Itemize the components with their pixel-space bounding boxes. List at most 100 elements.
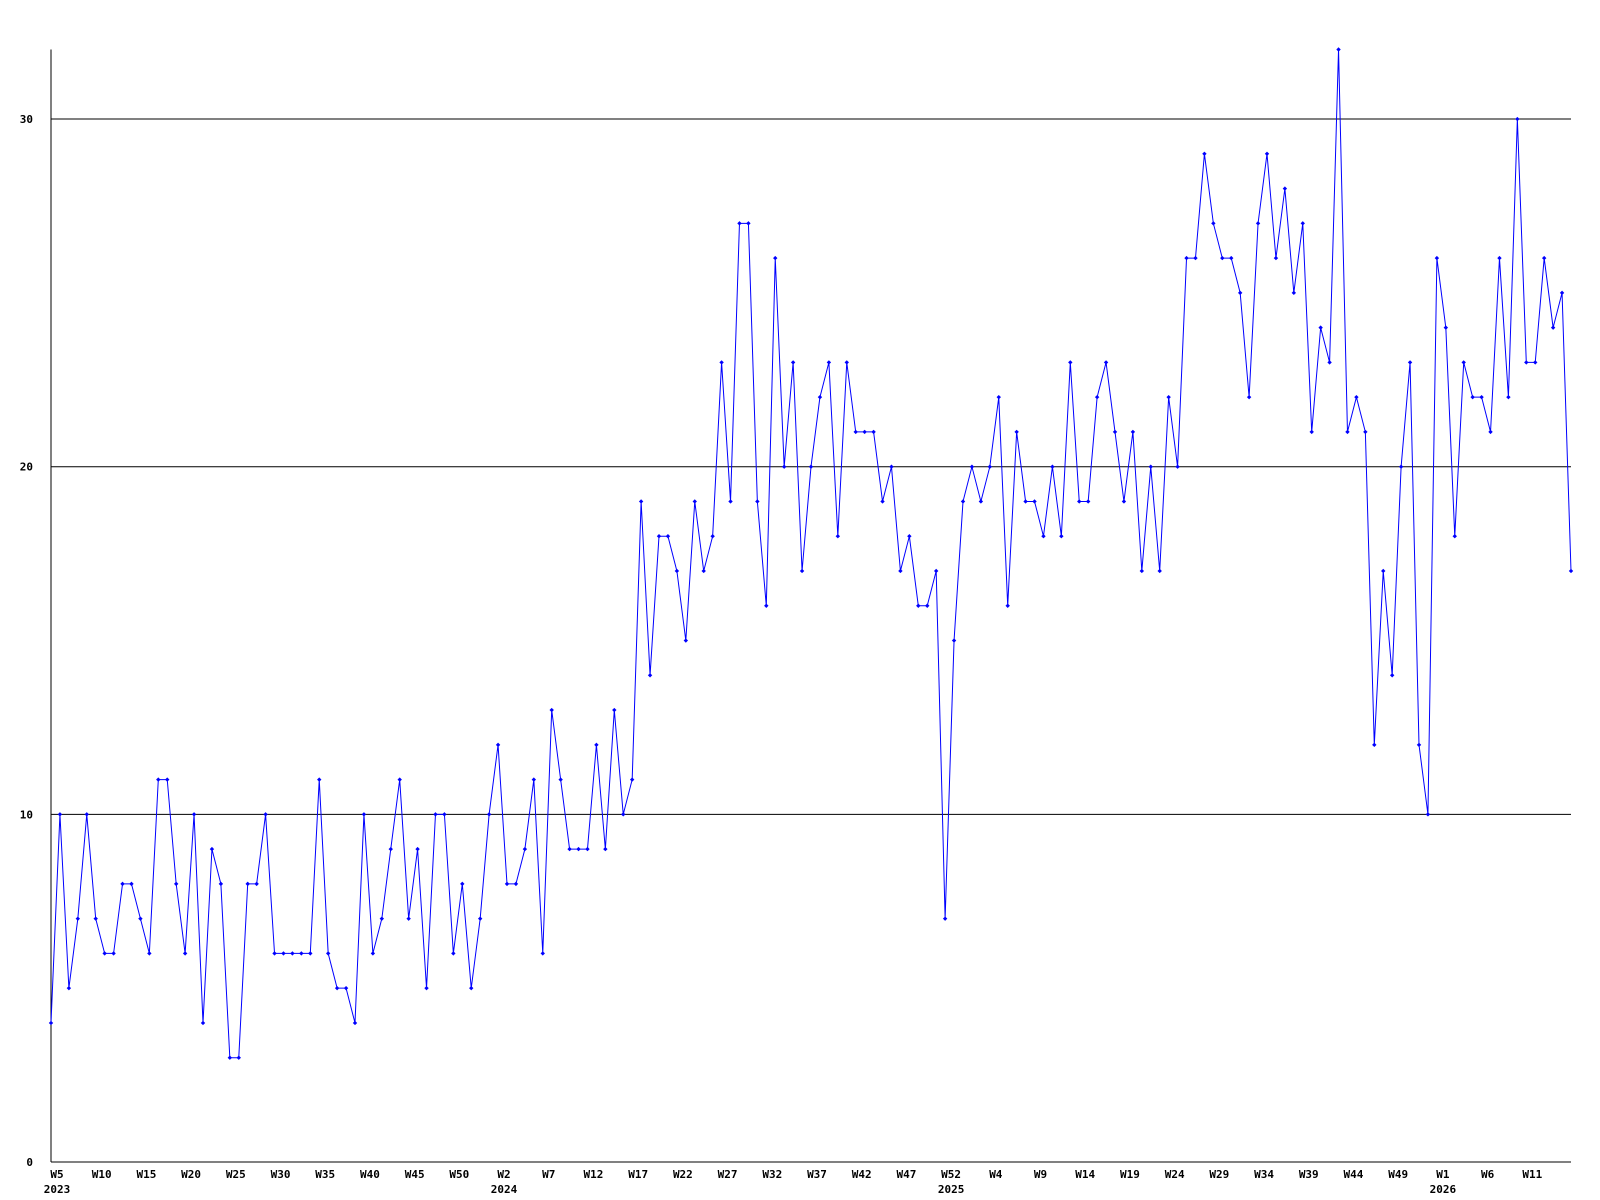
data-point (379, 916, 385, 921)
y-tick-label: 0 (26, 1156, 33, 1169)
data-point (889, 464, 894, 469)
data-point (147, 951, 152, 956)
data-point (790, 360, 796, 365)
data-point (1416, 742, 1422, 748)
data-point (263, 812, 268, 817)
data-point (1309, 429, 1314, 435)
data-point (773, 255, 778, 261)
data-point (799, 568, 805, 574)
x-tick-label: W5 (50, 1168, 63, 1181)
x-tick-label: W47 (896, 1168, 916, 1181)
x-tick-label: W42 (852, 1168, 872, 1181)
data-point (1541, 255, 1547, 261)
data-point (397, 777, 402, 782)
data-point (156, 777, 161, 782)
data-point (504, 881, 510, 887)
data-point (1434, 255, 1440, 261)
x-tick-label: W20 (181, 1168, 201, 1181)
data-point (781, 464, 787, 469)
data-point (1139, 568, 1145, 574)
data-point (1264, 151, 1270, 156)
data-point (710, 534, 715, 539)
data-point (1497, 255, 1502, 261)
data-point (1425, 812, 1431, 817)
x-tick-label: W1 (1436, 1168, 1450, 1181)
data-point (683, 638, 689, 643)
data-point (1398, 464, 1404, 469)
data-point (254, 881, 259, 887)
data-point (1354, 394, 1359, 400)
x-year-label: 2024 (491, 1183, 518, 1196)
data-point (308, 951, 313, 956)
data-point (460, 881, 465, 887)
data-point (1041, 534, 1046, 539)
data-point (1112, 429, 1118, 435)
data-point (996, 394, 1001, 400)
data-point (916, 603, 921, 608)
data-point (638, 499, 644, 504)
data-point (746, 221, 751, 226)
data-point (522, 846, 528, 852)
x-tick-label: W10 (92, 1168, 112, 1181)
data-point (433, 812, 438, 817)
data-point (334, 985, 340, 991)
data-point (218, 881, 224, 887)
data-point (1014, 429, 1019, 435)
data-point (486, 812, 492, 817)
data-point (603, 846, 608, 852)
x-tick-label: W34 (1254, 1168, 1274, 1181)
data-point (755, 499, 760, 504)
data-point (969, 464, 975, 469)
data-point (1085, 499, 1091, 504)
data-point (1157, 568, 1162, 574)
data-point (1470, 394, 1475, 400)
data-point (120, 881, 125, 887)
data-point (1336, 47, 1341, 52)
data-point (1175, 464, 1180, 469)
x-tick-label: W24 (1165, 1168, 1185, 1181)
data-point (1372, 742, 1377, 748)
data-line (50, 49, 1572, 1059)
data-point (1524, 360, 1529, 365)
data-point (737, 221, 742, 226)
data-point (1559, 290, 1565, 296)
data-point (173, 881, 179, 887)
data-point (853, 429, 858, 435)
data-point (1533, 360, 1538, 365)
data-point (1255, 221, 1261, 226)
data-point (477, 916, 483, 921)
x-tick-label: W44 (1344, 1168, 1364, 1181)
data-point (1005, 603, 1010, 608)
data-point (325, 951, 331, 956)
x-tick-label: W50 (449, 1168, 469, 1181)
x-tick-label: W27 (718, 1168, 738, 1181)
data-point (352, 1020, 358, 1026)
data-point (281, 951, 286, 956)
data-point (540, 951, 545, 956)
x-tick-label: W25 (226, 1168, 246, 1181)
data-point (674, 568, 680, 574)
data-point (424, 985, 429, 991)
data-point (629, 777, 635, 782)
data-point (907, 534, 912, 539)
x-tick-label: W14 (1075, 1168, 1095, 1181)
data-point (1246, 394, 1252, 400)
data-point (862, 429, 867, 435)
data-point (656, 534, 662, 539)
data-point (370, 951, 376, 956)
data-point (1193, 255, 1198, 261)
data-point (93, 916, 98, 921)
x-tick-label: W30 (271, 1168, 291, 1181)
x-tick-label: W45 (405, 1168, 425, 1181)
data-point (415, 846, 420, 852)
x-tick-label: W32 (762, 1168, 782, 1181)
data-point (138, 916, 143, 921)
data-point (469, 985, 474, 991)
data-point (75, 916, 81, 921)
data-point (960, 499, 966, 504)
data-point (1184, 255, 1189, 261)
x-tick-label: W15 (136, 1168, 156, 1181)
data-point (1452, 534, 1457, 539)
